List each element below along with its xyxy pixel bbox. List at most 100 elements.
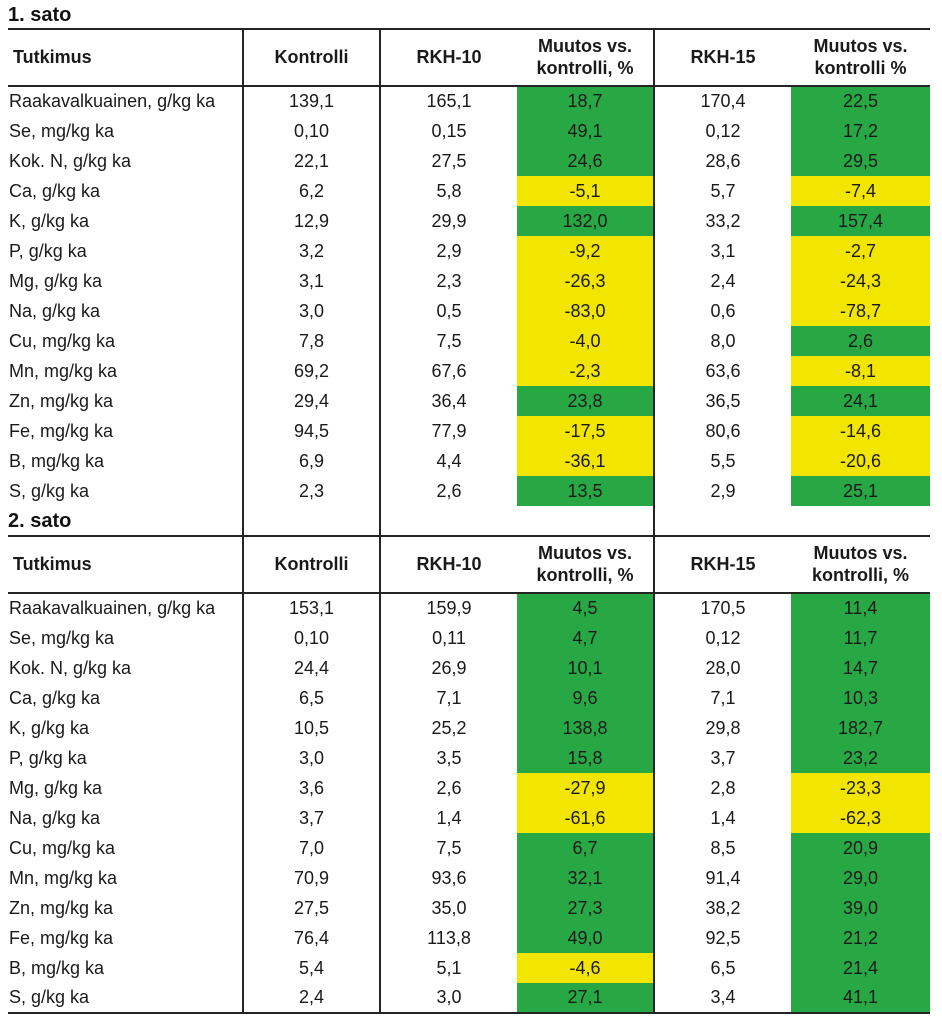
kontrolli-value: 10,5 — [243, 713, 381, 743]
table-row: Kok. N, g/kg ka 22,1 27,5 24,6 28,6 29,5 — [8, 146, 930, 176]
rkh10-value: 2,6 — [436, 480, 462, 501]
rkh15-change: 25,1 — [791, 476, 930, 506]
rkh15-change: 20,9 — [791, 833, 930, 863]
table1-header: Tutkimus Kontrolli RKH-10 Muutos vs. kon… — [8, 28, 930, 87]
rkh15-change: 14,7 — [791, 653, 930, 683]
rkh15-change: 2,6 — [791, 326, 930, 356]
rkh15-change: 29,0 — [791, 863, 930, 893]
column-header-rkh15: RKH-15 — [654, 28, 791, 87]
kontrolli-value: 153,1 — [243, 593, 381, 623]
table-row: B, mg/kg ka 5,4 5,1 -4,6 6,5 21,4 — [8, 953, 930, 983]
row-label: Cu, mg/kg ka — [8, 326, 244, 356]
rkh10-change: -26,3 — [517, 266, 655, 296]
rkh10-value: 159,9 — [426, 598, 472, 618]
rkh10-change: 27,1 — [517, 983, 655, 1014]
rkh15-value: 36,5 — [705, 390, 741, 411]
table-row: Mg, g/kg ka 3,1 2,3 -26,3 2,4 -24,3 — [8, 266, 930, 296]
rkh10-value: 2,9 — [436, 240, 462, 261]
row-label: Raakavalkuainen, g/kg ka — [8, 86, 244, 116]
column-header-rkh15: RKH-15 — [654, 535, 791, 594]
divider-cell — [654, 506, 791, 536]
rkh10-value: 93,6 — [431, 867, 467, 888]
rkh10-value: 27,5 — [431, 150, 467, 171]
row-label: K, g/kg ka — [8, 206, 244, 236]
rkh10-change: -4,0 — [517, 326, 655, 356]
rkh10-change: 49,1 — [517, 116, 655, 146]
rkh10-change: -5,1 — [517, 176, 655, 206]
rkh10-value: 2,3 — [436, 270, 462, 291]
row-label: Zn, mg/kg ka — [8, 386, 244, 416]
table-row: Se, mg/kg ka 0,10 0,15 49,1 0,12 17,2 — [8, 116, 930, 146]
rkh10-value: 4,4 — [436, 450, 462, 471]
rkh15-value: 170,5 — [700, 598, 746, 618]
rkh15-value: 92,5 — [705, 927, 741, 948]
row-label: Na, g/kg ka — [8, 803, 244, 833]
table-row: Na, g/kg ka 3,7 1,4 -61,6 1,4 -62,3 — [8, 803, 930, 833]
row-label: Kok. N, g/kg ka — [8, 653, 244, 683]
rkh15-value: 29,8 — [705, 717, 741, 738]
column-header-muutos-rkh10: Muutos vs. kontrolli, % — [517, 28, 655, 87]
table1-body: Raakavalkuainen, g/kg ka 139,1 165,1 18,7 17… — [8, 86, 930, 506]
rkh15-value: 0,12 — [705, 120, 741, 141]
kontrolli-value: 76,4 — [243, 923, 381, 953]
kontrolli-value: 6,9 — [243, 446, 381, 476]
rkh15-change: 10,3 — [791, 683, 930, 713]
rkh15-change: 11,7 — [791, 623, 930, 653]
rkh10-change: 6,7 — [517, 833, 655, 863]
rkh10-change: 10,1 — [517, 653, 655, 683]
column-header-kontrolli: Kontrolli — [243, 535, 381, 594]
kontrolli-value: 5,4 — [243, 953, 381, 983]
row-label: Mn, mg/kg ka — [8, 863, 244, 893]
rkh15-value: 1,4 — [710, 807, 736, 828]
rkh15-change: 182,7 — [791, 713, 930, 743]
column-header-muutos-rkh15: Muutos vs. kontrolli, % — [791, 535, 930, 594]
kontrolli-value: 6,2 — [243, 176, 381, 206]
table-row: Ca, g/kg ka 6,5 7,1 9,6 7,1 10,3 — [8, 683, 930, 713]
rkh10-value: 5,8 — [436, 180, 462, 201]
row-label: Fe, mg/kg ka — [8, 416, 244, 446]
column-header-tutkimus: Tutkimus — [8, 535, 244, 594]
rkh15-change: 11,4 — [791, 593, 930, 623]
rkh15-value: 170,4 — [700, 91, 746, 111]
rkh15-value: 3,4 — [654, 983, 791, 1014]
rkh15-change: -7,4 — [791, 176, 930, 206]
rkh10-value: 67,6 — [431, 360, 467, 381]
section-divider: 2. sato — [8, 506, 930, 536]
rkh10-change: 24,6 — [517, 146, 655, 176]
kontrolli-value: 3,2 — [243, 236, 381, 266]
table2-body: Raakavalkuainen, g/kg ka 153,1 159,9 4,5 170… — [8, 593, 930, 1014]
rkh15-value: 0,6 — [710, 300, 736, 321]
rkh10-change: 18,7 — [517, 86, 655, 116]
kontrolli-value: 3,6 — [243, 773, 381, 803]
rkh15-value: 7,1 — [710, 687, 736, 708]
rkh10-value: 36,4 — [431, 390, 467, 411]
row-label: Se, mg/kg ka — [8, 623, 244, 653]
kontrolli-value: 7,8 — [243, 326, 381, 356]
rkh10-change: -27,9 — [517, 773, 655, 803]
divider-title-cell: 2. sato — [8, 506, 244, 536]
rkh15-change: -2,7 — [791, 236, 930, 266]
table-row: K, g/kg ka 12,9 29,9 132,0 33,2 157,4 — [8, 206, 930, 236]
kontrolli-value: 69,2 — [243, 356, 381, 386]
table-row: Fe, mg/kg ka 94,5 77,9 -17,5 80,6 -14,6 — [8, 416, 930, 446]
rkh15-value: 3,1 — [710, 240, 736, 261]
table-row: Raakavalkuainen, g/kg ka 153,1 159,9 4,5 170… — [8, 593, 930, 623]
table-row: Mg, g/kg ka 3,6 2,6 -27,9 2,8 -23,3 — [8, 773, 930, 803]
row-label: Mn, mg/kg ka — [8, 356, 244, 386]
rkh15-change: 23,2 — [791, 743, 930, 773]
kontrolli-value: 29,4 — [243, 386, 381, 416]
kontrolli-value: 3,0 — [243, 296, 381, 326]
kontrolli-value: 7,0 — [243, 833, 381, 863]
rkh15-change: 17,2 — [791, 116, 930, 146]
row-label: Kok. N, g/kg ka — [8, 146, 244, 176]
rkh10-change: 27,3 — [517, 893, 655, 923]
rkh15-value: 3,7 — [710, 747, 736, 768]
rkh10-value: 29,9 — [431, 210, 467, 231]
table2-header-row: Tutkimus Kontrolli RKH-10 Muutos vs. kon… — [8, 535, 930, 594]
rkh15-value: 38,2 — [705, 897, 741, 918]
divider-cell — [243, 506, 381, 536]
row-label: S, g/kg ka — [8, 983, 244, 1014]
column-header-kontrolli: Kontrolli — [243, 28, 381, 87]
kontrolli-value: 3,7 — [243, 803, 381, 833]
rkh10-value: 77,9 — [431, 420, 467, 441]
